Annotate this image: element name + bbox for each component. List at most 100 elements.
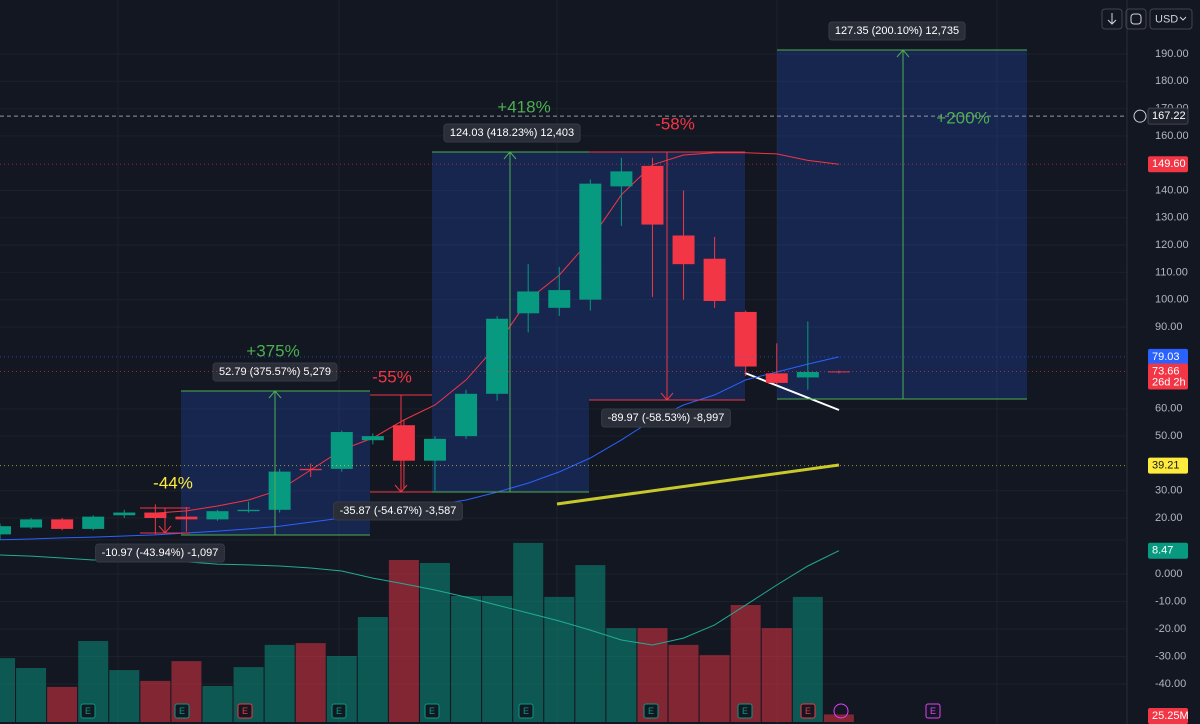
candle-body [610,171,633,187]
price-badge [1147,107,1189,125]
earnings-icon [174,703,190,719]
currency-button[interactable] [1149,8,1193,30]
currency: USD [1155,13,1178,25]
earnings-label: E [930,706,936,716]
volume-bar [295,643,326,722]
candle-body [672,235,695,265]
volume-bar [140,680,171,722]
volume-bar [202,686,233,722]
price-badge [1148,156,1188,173]
y-tick-label: 140.00 [1155,184,1189,196]
countdown-label: 26d 2h [1152,376,1186,388]
sync-button[interactable] [1125,8,1147,30]
price-badge [1148,708,1188,724]
candle-body [237,509,260,512]
sync-icon [1130,13,1142,25]
add-alert-icon [1133,109,1147,123]
volume-bar [109,670,140,722]
trend-line [556,463,840,506]
candle-body [113,512,136,516]
y-tick-label: 110.00 [1155,266,1188,278]
candle-body [299,468,322,471]
earnings-label: E [742,706,748,716]
candle-body [548,290,571,308]
earnings-icon [80,703,96,719]
y2-tick-label: 0.000 [1155,568,1183,580]
candle-body [206,511,229,520]
y2-tick-label: -20.00 [1155,623,1186,635]
candle-body [455,393,478,437]
candle-body [765,373,788,383]
candle-body [517,291,540,314]
volume-bar [451,596,482,722]
axis-layer: 20.00 30.00 50.00 60.00 90.00 100.00 110.00 120… [0,48,1189,724]
percent-label: +418% [497,97,550,116]
measure-label-bg [443,123,581,143]
percent-label: -55% [372,367,412,386]
candle-body [827,371,850,373]
earnings-icon [643,703,659,719]
measure-label: -89.97 (-58.53%) -8,997 [608,412,725,424]
price-badge-label: 73.66 [1152,365,1180,377]
candle-body [330,432,353,469]
y-tick-label: 160.00 [1155,130,1189,142]
volume-bar [668,644,699,722]
download-icon [1107,13,1117,25]
candle-body [579,183,602,300]
price-badge [1148,457,1188,474]
measure-label-bg [333,501,463,521]
earnings-icon [331,703,347,719]
y2-tick-label: -10.00 [1155,595,1186,607]
candle-body [361,436,384,441]
y-tick-label: 30.00 [1155,485,1183,497]
price-badge [1148,542,1188,559]
price-badge-label: 25.25M [1152,710,1189,722]
percent-label: -44% [153,473,193,492]
y2-tick-label: -30.00 [1155,650,1186,662]
earnings-label: E [648,706,654,716]
y-tick-label: 60.00 [1155,403,1183,415]
volume-bar [388,560,419,722]
earnings-label: E [242,706,248,716]
annotation-layer: -44% -10.97 (-43.94%) -1,097 +375% 52.79 (3… [95,21,1027,563]
earnings-icon [925,703,941,719]
measure-label-bg [601,408,731,428]
earnings-label: E [85,706,91,716]
measure-label-bg [95,543,225,563]
candle-body [82,516,105,529]
candle-body [144,512,167,518]
price-badge-label: 39.21 [1152,459,1180,471]
candle-body [0,526,11,535]
volume-bar [823,714,854,722]
earnings-icon [237,703,253,719]
y2-tick-label: -40.00 [1155,678,1186,690]
volume-bar [0,658,15,722]
measure-label: 127.35 (200.10%) 12,735 [835,25,959,37]
dropdown-icon [1179,16,1187,21]
volume-bar [575,565,606,722]
y-tick-label: 100.00 [1155,294,1189,306]
volume-bar [513,542,544,722]
candle-body [734,311,757,367]
download-button[interactable] [1101,8,1123,30]
price-badge-label: 79.03 [1152,351,1180,363]
candle-body [268,471,291,510]
volume-bar [357,617,388,722]
volume-bar [16,668,47,722]
arrow-head [503,151,517,160]
earnings-icon [800,703,816,719]
earnings-label: E [336,706,342,716]
percent-label: +375% [246,341,299,360]
volume-bar [699,655,730,722]
candle-body [392,425,415,461]
arrow-head [268,390,282,399]
measure-label: -35.87 (-54.67%) -3,587 [340,505,457,517]
measure-label: 124.03 (418.23%) 12,403 [450,127,574,139]
earnings-icon [424,703,440,719]
y-tick-label: 20.00 [1155,512,1183,524]
y-tick-label: 190.00 [1155,48,1189,60]
arrow-head [158,525,172,534]
percent-label: +200% [936,108,989,127]
candle-body [51,519,74,529]
